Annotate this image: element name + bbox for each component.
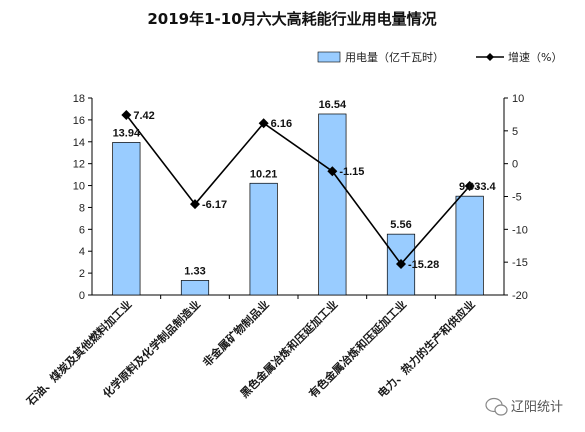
growth-value-label: -3.4	[477, 181, 497, 193]
right-tick-label: -5	[512, 192, 522, 204]
bar-value-label: 1.33	[184, 265, 205, 277]
wechat-icon	[485, 397, 508, 416]
bar	[455, 195, 484, 296]
category-label: 非金属矿物制品业	[200, 297, 272, 369]
left-tick-label: 12	[73, 159, 85, 171]
bar	[180, 280, 210, 296]
data-labels: 13.94 1.33 10.21 16.54 5.56 9.03 7.42 -6.17 6.16…	[113, 99, 497, 277]
legend: 用电量（亿千瓦时） 增速（%）	[317, 50, 562, 64]
axes: 0 2 4 6 8 10 12 14 16 18 -20 -15 -10 -5 0 5 10	[73, 93, 528, 302]
right-tick-label: 10	[512, 93, 524, 105]
right-tick-label: 0	[512, 159, 518, 171]
left-tick-label: 18	[73, 93, 85, 105]
growth-value-label: -6.17	[202, 199, 227, 211]
legend-bar-label: 用电量（亿千瓦时）	[345, 51, 444, 64]
bar-value-label: 5.56	[390, 219, 411, 231]
growth-line	[121, 109, 475, 270]
chart-title: 2019年1-10月六大高耗能行业用电量情况	[147, 10, 436, 28]
legend-line-label: 增速（%）	[508, 50, 562, 64]
left-tick-label: 10	[73, 181, 85, 193]
left-tick-label: 8	[79, 202, 85, 214]
right-tick-label: -15	[512, 257, 528, 269]
growth-point	[121, 109, 132, 120]
left-tick-label: 6	[79, 224, 85, 236]
bar-value-label: 9.03	[459, 181, 480, 193]
growth-value-label: 6.16	[271, 118, 292, 130]
growth-value-label: 7.42	[133, 110, 154, 122]
legend-line-marker	[486, 53, 494, 61]
growth-point	[396, 259, 406, 270]
right-tick-label: -10	[512, 224, 528, 236]
growth-value-label: -15.28	[408, 259, 439, 271]
left-tick-label: 16	[73, 115, 85, 127]
growth-line-path	[125, 114, 471, 266]
right-tick-label: 5	[512, 126, 518, 138]
left-tick-label: 14	[73, 137, 85, 149]
growth-value-label: -1.15	[339, 166, 364, 178]
bar-value-label: 16.54	[319, 99, 347, 111]
growth-point	[327, 166, 338, 177]
right-tick-label: -20	[512, 290, 528, 302]
growth-point	[190, 199, 200, 210]
left-tick-label: 2	[79, 268, 85, 280]
watermark: 辽阳统计	[485, 397, 563, 416]
left-tick-label: 0	[79, 290, 85, 302]
bar	[112, 142, 141, 296]
left-tick-label: 4	[79, 246, 85, 258]
category-labels: 石油、煤炭及其他燃料加工业化学原料及化学制品制造业非金属矿物制品业黑色金属冶炼和…	[23, 297, 478, 409]
growth-point	[258, 118, 269, 129]
legend-bar-swatch	[317, 51, 341, 63]
bar-value-label: 13.94	[113, 127, 141, 139]
bar	[318, 113, 347, 296]
watermark-text: 辽阳统计	[511, 400, 563, 415]
bar-value-label: 10.21	[250, 168, 278, 180]
bar	[249, 182, 278, 296]
bars	[112, 113, 484, 296]
growth-point	[464, 180, 475, 191]
